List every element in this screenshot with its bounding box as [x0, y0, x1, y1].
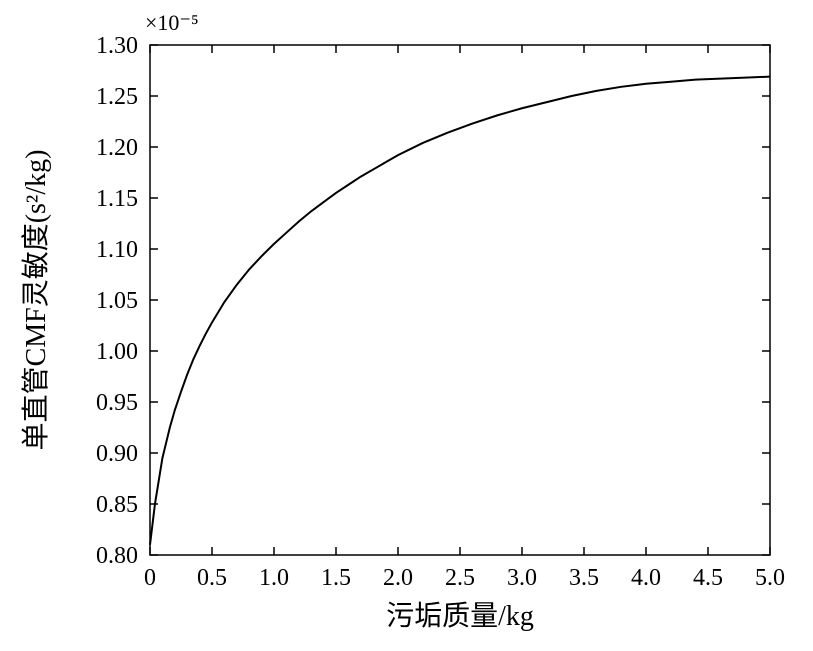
y-tick-label: 1.00	[96, 339, 138, 365]
y-tick-label: 1.30	[96, 33, 138, 59]
y-tick-label: 0.85	[96, 492, 138, 518]
x-tick-label: 0.5	[197, 565, 227, 591]
y-axis-label: 单直管CMF灵敏度(s²/kg)	[20, 150, 52, 451]
y-tick-label: 1.05	[96, 288, 138, 314]
x-tick-label: 1.5	[321, 565, 351, 591]
sensitivity-curve	[150, 77, 770, 545]
x-tick-label: 0	[144, 565, 156, 591]
x-tick-label: 5.0	[755, 565, 785, 591]
x-axis-label: 污垢质量/kg	[386, 600, 534, 632]
y-tick-label: 0.80	[96, 543, 138, 569]
x-tick-label: 4.5	[693, 565, 723, 591]
x-tick-label: 4.0	[631, 565, 661, 591]
y-tick-label: 1.15	[96, 186, 138, 212]
plot-border	[150, 45, 770, 555]
y-tick-label: 1.20	[96, 135, 138, 161]
chart-container: 0 0.5 1.0 1.5 2.0 2.5 3.0 3.5 4.0 4.5 5.0 0.80 0.85 0…	[0, 0, 813, 651]
y-tick-label: 1.25	[96, 84, 138, 110]
y-tick-label: 0.90	[96, 441, 138, 467]
x-tick-label: 3.5	[569, 565, 599, 591]
x-tick-label: 1.0	[259, 565, 289, 591]
x-tick-label: 2.0	[383, 565, 413, 591]
x-tick-label: 2.5	[445, 565, 475, 591]
y-tick-label: 1.10	[96, 237, 138, 263]
x-tick-label: 3.0	[507, 565, 537, 591]
y-exponent: ×10⁻⁵	[145, 10, 199, 35]
chart-svg: 0 0.5 1.0 1.5 2.0 2.5 3.0 3.5 4.0 4.5 5.0 0.80 0.85 0…	[0, 0, 813, 651]
y-tick-label: 0.95	[96, 390, 138, 416]
